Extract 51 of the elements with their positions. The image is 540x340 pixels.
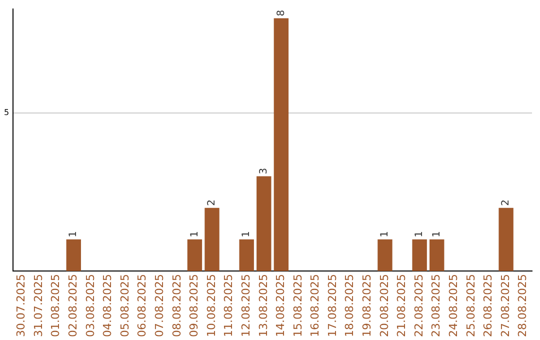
x-tick-label: 05.08.2025 [118, 274, 132, 338]
x-tick-label: 13.08.2025 [256, 274, 270, 338]
bar [256, 176, 272, 272]
x-tick-label: 27.08.2025 [498, 274, 512, 338]
bar [430, 239, 444, 272]
bar [239, 239, 254, 272]
x-tick-label: 04.08.2025 [101, 274, 114, 338]
bar [378, 239, 392, 272]
bar [412, 239, 427, 272]
x-tick-label: 08.08.2025 [170, 274, 184, 338]
x-tick-label: 06.08.2025 [136, 274, 149, 338]
data-label: 1 [431, 231, 442, 238]
data-label: 3 [258, 168, 270, 174]
y-tick-label: 5 [4, 108, 10, 118]
x-tick-label: 19.08.2025 [360, 274, 374, 338]
x-tick-label: 15.08.2025 [291, 274, 304, 338]
data-label: 1 [414, 231, 426, 238]
data-label: 2 [500, 199, 512, 206]
x-tick-label: 23.08.2025 [430, 274, 443, 338]
bar [187, 239, 202, 272]
x-tick-label: 24.08.2025 [447, 274, 460, 338]
data-label: 1 [380, 231, 391, 238]
x-tick-label: 22.08.2025 [412, 274, 426, 338]
data-label: 1 [68, 231, 80, 238]
x-tick-label: 25.08.2025 [464, 274, 478, 338]
x-tick-label: 03.08.2025 [84, 274, 97, 338]
data-label: 1 [189, 231, 200, 238]
x-tick-label: 17.08.2025 [326, 274, 339, 338]
x-tick-label: 30.07.2025 [14, 274, 28, 338]
x-tick-label: 14.08.2025 [274, 274, 288, 338]
data-label: 1 [241, 231, 252, 238]
x-tick-label: 16.08.2025 [308, 274, 322, 338]
x-tick-label: 07.08.2025 [152, 274, 166, 338]
x-tick-label: 26.08.2025 [482, 274, 495, 338]
x-tick-label: 28.08.2025 [516, 274, 530, 338]
data-label: 2 [206, 199, 218, 206]
x-tick-label: 12.08.2025 [239, 274, 252, 338]
x-tick-label: 31.07.2025 [32, 274, 45, 338]
bar [274, 18, 289, 272]
x-tick-label: 09.08.2025 [188, 274, 201, 338]
data-label: 8 [276, 10, 287, 16]
x-tick-label: 10.08.2025 [204, 274, 218, 338]
x-tick-label: 18.08.2025 [343, 274, 356, 338]
bar [498, 208, 514, 272]
x-tick-label: 11.08.2025 [222, 274, 236, 338]
bar [204, 208, 220, 272]
x-tick-label: 21.08.2025 [395, 274, 408, 338]
bar [66, 239, 81, 272]
x-tick-label: 02.08.2025 [66, 274, 80, 338]
x-tick-label: 01.08.2025 [49, 274, 62, 338]
x-tick-label: 20.08.2025 [378, 274, 391, 338]
